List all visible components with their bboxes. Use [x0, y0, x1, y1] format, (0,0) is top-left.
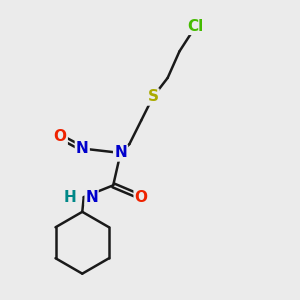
Text: S: S [147, 89, 158, 104]
Text: H: H [64, 190, 76, 205]
Text: N: N [76, 141, 89, 156]
Text: N: N [114, 146, 127, 160]
Text: O: O [135, 190, 148, 205]
Text: Cl: Cl [188, 19, 204, 34]
Text: O: O [54, 129, 67, 144]
Text: N: N [85, 190, 98, 205]
